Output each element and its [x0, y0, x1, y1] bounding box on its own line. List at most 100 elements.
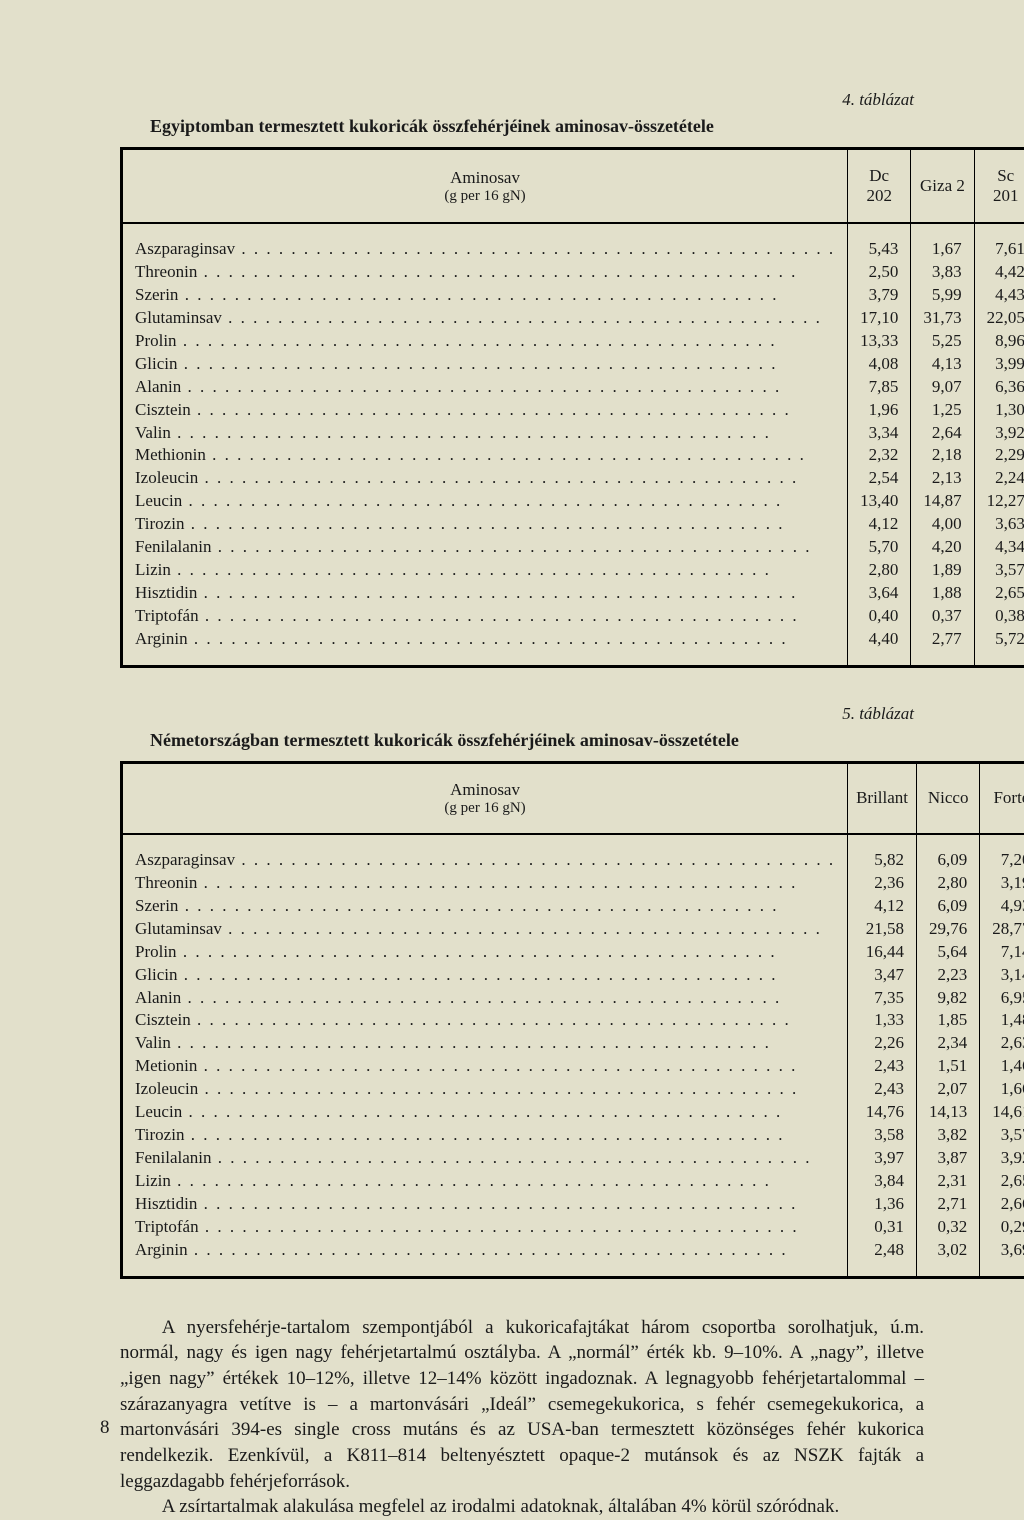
- row-label: Cisztein: [135, 1009, 835, 1032]
- row-label: Izoleucin: [135, 1078, 835, 1101]
- row-value: 9,82: [917, 987, 980, 1010]
- row-label-cell: Prolin: [122, 941, 848, 964]
- row-value: 1,36: [848, 1193, 917, 1216]
- row-label-cell: Hisztidin: [122, 1193, 848, 1216]
- row-label-cell: Aszparaginsav: [122, 223, 848, 261]
- row-value: 4,34: [974, 536, 1024, 559]
- row-value: 3,87: [917, 1147, 980, 1170]
- row-value: 3,99: [974, 353, 1024, 376]
- row-value: 3,92: [974, 422, 1024, 445]
- row-label: Leucin: [135, 490, 835, 513]
- row-label: Arginin: [135, 628, 835, 651]
- row-value: 3,83: [911, 261, 974, 284]
- row-label-cell: Glutaminsav: [122, 307, 848, 330]
- row-label: Arginin: [135, 1239, 835, 1262]
- table-row: Tirozin4,124,003,633,20: [122, 513, 1024, 536]
- row-value: 1,67: [911, 223, 974, 261]
- row-value: 0,38: [974, 605, 1024, 628]
- table4-header-main: Aminosav: [450, 168, 520, 187]
- row-value: 1,88: [911, 582, 974, 605]
- row-value: 3,14: [980, 964, 1024, 987]
- row-label: Cisztein: [135, 399, 835, 422]
- table-row: Fenilalanin5,704,204,345,81: [122, 536, 1024, 559]
- row-label: Glicin: [135, 353, 835, 376]
- table-row: Threonin2,362,803,193,12: [122, 872, 1024, 895]
- row-value: 4,20: [911, 536, 974, 559]
- table5-header-sub: (g per 16 gN): [131, 800, 839, 817]
- table5-caption: 5. táblázat: [120, 704, 914, 724]
- body-text: A nyersfehérje-tartalom szempontjából a …: [120, 1315, 924, 1520]
- row-label: Glicin: [135, 964, 835, 987]
- table5-col-0: Brillant: [848, 762, 917, 834]
- table5: Aminosav (g per 16 gN) Brillant Nicco Fo…: [120, 761, 1024, 1279]
- row-label: Hisztidin: [135, 582, 835, 605]
- row-value: 2,65: [980, 1170, 1024, 1193]
- row-label-cell: Izoleucin: [122, 467, 848, 490]
- table-row: Threonin2,503,834,422,63: [122, 261, 1024, 284]
- row-value: 2,50: [848, 261, 911, 284]
- row-label-cell: Triptofán: [122, 1216, 848, 1239]
- row-value: 2,64: [911, 422, 974, 445]
- row-label: Glutaminsav: [135, 918, 835, 941]
- row-label-cell: Alanin: [122, 376, 848, 399]
- row-value: 1,48: [980, 1009, 1024, 1032]
- row-label: Metionin: [135, 1055, 835, 1078]
- row-label: Tirozin: [135, 1124, 835, 1147]
- row-value: 3,92: [980, 1147, 1024, 1170]
- row-value: 0,29: [980, 1216, 1024, 1239]
- row-label: Triptofán: [135, 605, 835, 628]
- row-label-cell: Glutaminsav: [122, 918, 848, 941]
- row-label-cell: Hisztidin: [122, 582, 848, 605]
- row-value: 22,05: [974, 307, 1024, 330]
- row-value: 2,07: [917, 1078, 980, 1101]
- row-value: 1,66: [980, 1078, 1024, 1101]
- row-value: 1,96: [848, 399, 911, 422]
- row-label: Triptofán: [135, 1216, 835, 1239]
- row-value: 0,31: [848, 1216, 917, 1239]
- table-row: Triptofán0,310,320,290,27: [122, 1216, 1024, 1239]
- row-value: 2,34: [917, 1032, 980, 1055]
- row-value: 5,25: [911, 330, 974, 353]
- row-value: 3,97: [848, 1147, 917, 1170]
- table4-col-2: Sc 201: [974, 149, 1024, 224]
- table4-header-sub: (g per 16 gN): [131, 188, 839, 205]
- row-value: 4,12: [848, 895, 917, 918]
- row-label-cell: Tirozin: [122, 1124, 848, 1147]
- row-value: 8,96: [974, 330, 1024, 353]
- row-label-cell: Glicin: [122, 964, 848, 987]
- row-label-cell: Cisztein: [122, 1009, 848, 1032]
- row-value: 2,32: [848, 444, 911, 467]
- row-value: 6,36: [974, 376, 1024, 399]
- row-value: 1,46: [980, 1055, 1024, 1078]
- row-label-cell: Leucin: [122, 490, 848, 513]
- row-value: 3,57: [980, 1124, 1024, 1147]
- row-value: 3,82: [917, 1124, 980, 1147]
- row-value: 2,18: [911, 444, 974, 467]
- row-value: 6,09: [917, 895, 980, 918]
- row-value: 2,65: [974, 582, 1024, 605]
- row-value: 0,32: [917, 1216, 980, 1239]
- row-value: 16,44: [848, 941, 917, 964]
- row-value: 3,34: [848, 422, 911, 445]
- row-value: 1,51: [917, 1055, 980, 1078]
- table4-col-0: Dc 202: [848, 149, 911, 224]
- row-label: Threonin: [135, 872, 835, 895]
- table4-col-1: Giza 2: [911, 149, 974, 224]
- row-value: 4,12: [848, 513, 911, 536]
- row-label-cell: Arginin: [122, 1239, 848, 1277]
- row-value: 2,71: [917, 1193, 980, 1216]
- table4-title: Egyiptomban termesztett kukoricák összfe…: [150, 116, 924, 137]
- row-value: 3,19: [980, 872, 1024, 895]
- table-row: Fenilalanin3,973,873,924,05: [122, 1147, 1024, 1170]
- table-row: Izoleucin2,542,132,243,52: [122, 467, 1024, 490]
- table5-col-1: Nicco: [917, 762, 980, 834]
- table5-title: Németországban termesztett kukoricák öss…: [150, 730, 924, 751]
- row-label-cell: Fenilalanin: [122, 1147, 848, 1170]
- row-value: 3,47: [848, 964, 917, 987]
- row-label: Prolin: [135, 330, 835, 353]
- row-value: 1,25: [911, 399, 974, 422]
- row-value: 3,79: [848, 284, 911, 307]
- row-value: 0,40: [848, 605, 911, 628]
- table-row: Izoleucin2,432,071,662,15: [122, 1078, 1024, 1101]
- table-row: Lizin2,801,893,572,81: [122, 559, 1024, 582]
